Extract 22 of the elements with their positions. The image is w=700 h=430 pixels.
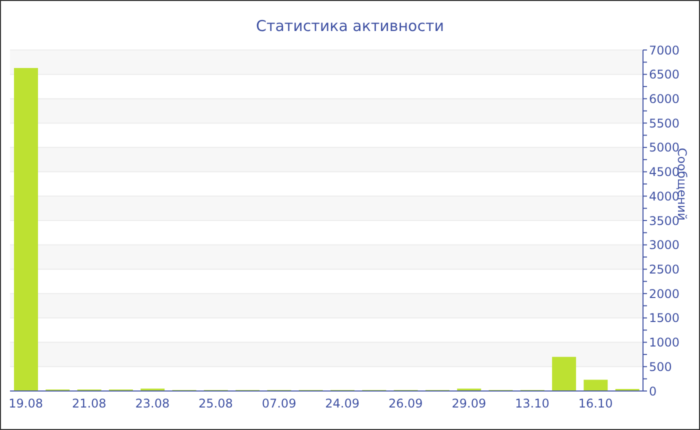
y2-tick-label: 1000 (649, 336, 680, 350)
y2-tick-label: 3000 (649, 238, 680, 252)
y2-tick-label: 6000 (649, 92, 680, 106)
x-tick-label: 19.08 (8, 396, 44, 411)
y2-tick-label: 2000 (649, 286, 680, 301)
y2-tick-label: 500 (649, 360, 672, 374)
x-tick-label: 29.09 (452, 396, 486, 411)
x-tick-label: 25.08 (198, 396, 233, 411)
chart-title: Статистика активности (255, 17, 445, 35)
x-tick-label: 13.10 (515, 396, 550, 411)
x-tick-label: 24.09 (325, 396, 360, 411)
x-tick-label: 26.09 (388, 396, 423, 411)
x-tick-label: 16.10 (578, 396, 613, 411)
y2-tick-label: 1500 (649, 311, 680, 326)
x-tick-label: 07.09 (262, 396, 296, 411)
y2-tick-label: 0 (649, 384, 657, 398)
y2-tick-label: 7000 (649, 43, 680, 58)
y2-tick-label: 5500 (649, 116, 680, 130)
y2-tick-label: 6500 (649, 68, 680, 82)
x-tick-label: 21.08 (72, 396, 106, 411)
y2-tick-label: 2500 (649, 262, 680, 276)
x-tick-label: 23.08 (135, 396, 170, 411)
